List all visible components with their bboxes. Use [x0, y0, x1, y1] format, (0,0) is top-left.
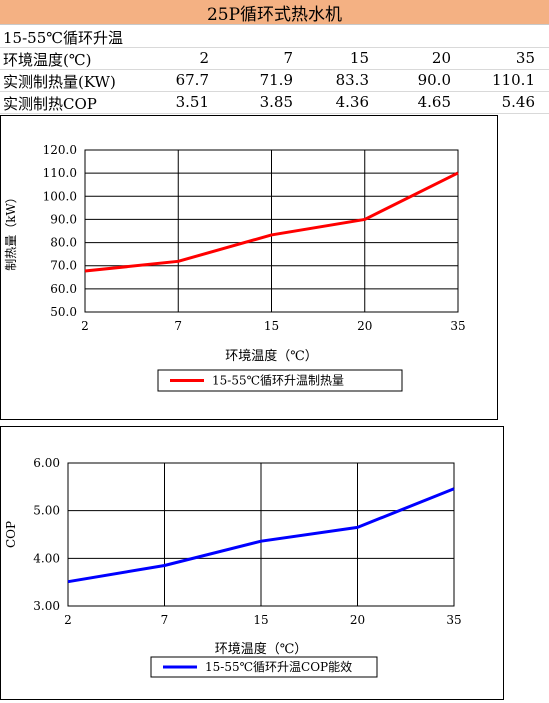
x-tick-label: 15: [264, 319, 279, 333]
x-tick-label: 2: [64, 613, 72, 627]
table-cell: 2: [199, 49, 209, 67]
y-tick-label: 90.0: [50, 212, 77, 226]
table-cell: 20: [431, 49, 451, 67]
y-tick-label: 6.00: [33, 456, 60, 470]
series-line: [67, 487, 455, 584]
table-cell: 15: [349, 49, 369, 67]
legend-label: 15-55℃循环升温COP能效: [205, 659, 352, 674]
cop-chart-svg: 3.00 4.00 5.00 6.00 2 7 15 20 35 环境温度（℃） COP 15-55℃…: [4, 456, 462, 678]
plot-frame: [67, 462, 455, 607]
legend-box: [157, 369, 403, 392]
table-cell: 4.65: [417, 93, 451, 111]
x-axis-label: 环境温度（℃）: [225, 348, 318, 364]
x-tick-label: 35: [446, 613, 461, 627]
y-tick-label: 50.0: [50, 305, 77, 319]
table-cell: 3.85: [259, 93, 293, 111]
condition-row: 15-55℃循环升温: [0, 25, 549, 48]
x-tick-label: 35: [450, 319, 465, 333]
x-tick-label: 2: [81, 319, 89, 333]
table-cell: 83.3: [335, 71, 369, 89]
x-tick-label: 7: [161, 613, 169, 627]
cop-chart: 3.00 4.00 5.00 6.00 2 7 15 20 35 环境温度（℃） COP 15-55℃…: [0, 426, 504, 700]
y-tick-label: 70.0: [50, 259, 77, 273]
table-cell: 4.36: [335, 93, 369, 111]
table-cell: 5.46: [501, 93, 535, 111]
heating-capacity-chart-svg: 50.0 60.0 70.0 80.0 90.0 100.0 110.0 120.0 2 7 15 2…: [4, 143, 466, 392]
legend-label: 15-55℃循环升温制热量: [212, 374, 344, 388]
table-cell: 90.0: [417, 71, 451, 89]
y-tick-label: 100.0: [43, 189, 77, 203]
legend-box: [150, 656, 378, 678]
row-label: 环境温度(℃): [3, 51, 92, 69]
y-tick-label: 80.0: [50, 236, 77, 250]
sheet-title: 25P循环式热水机: [0, 0, 549, 25]
y-tick-label: 60.0: [50, 282, 77, 296]
table-cell: 67.7: [175, 71, 209, 89]
table-cell: 35: [515, 49, 535, 67]
y-axis-label: COP: [4, 521, 18, 548]
y-tick-label: 110.0: [43, 166, 77, 180]
row-label: 实测制热量(KW): [3, 73, 116, 91]
table-row: 环境温度(℃) 2 7 15 20 35: [0, 47, 549, 70]
y-tick-label: 5.00: [33, 504, 60, 518]
x-tick-label: 7: [174, 319, 182, 333]
series-line: [84, 171, 459, 273]
heating-capacity-chart: 50.0 60.0 70.0 80.0 90.0 100.0 110.0 120.0 2 7 15 2…: [0, 115, 498, 420]
y-tick-label: 4.00: [33, 551, 60, 565]
plot-frame: [84, 149, 459, 313]
y-tick-label: 3.00: [33, 599, 60, 613]
table-cell: 71.9: [259, 71, 293, 89]
y-axis-label: 制热量（kW）: [4, 191, 18, 271]
table-cell: 110.1: [492, 71, 535, 89]
table-row: 实测制热COP 3.51 3.85 4.36 4.65 5.46: [0, 91, 549, 114]
x-axis-label: 环境温度（℃）: [215, 641, 308, 657]
table-row: 实测制热量(KW) 67.7 71.9 83.3 90.0 110.1: [0, 69, 549, 92]
row-label: 实测制热COP: [3, 95, 97, 113]
y-tick-label: 120.0: [43, 143, 77, 157]
condition-label: 15-55℃循环升温: [3, 29, 124, 47]
x-tick-label: 15: [253, 613, 268, 627]
x-tick-label: 20: [350, 613, 365, 627]
table-cell: 7: [283, 49, 293, 67]
table-cell: 3.51: [175, 93, 209, 111]
x-tick-label: 20: [357, 319, 372, 333]
